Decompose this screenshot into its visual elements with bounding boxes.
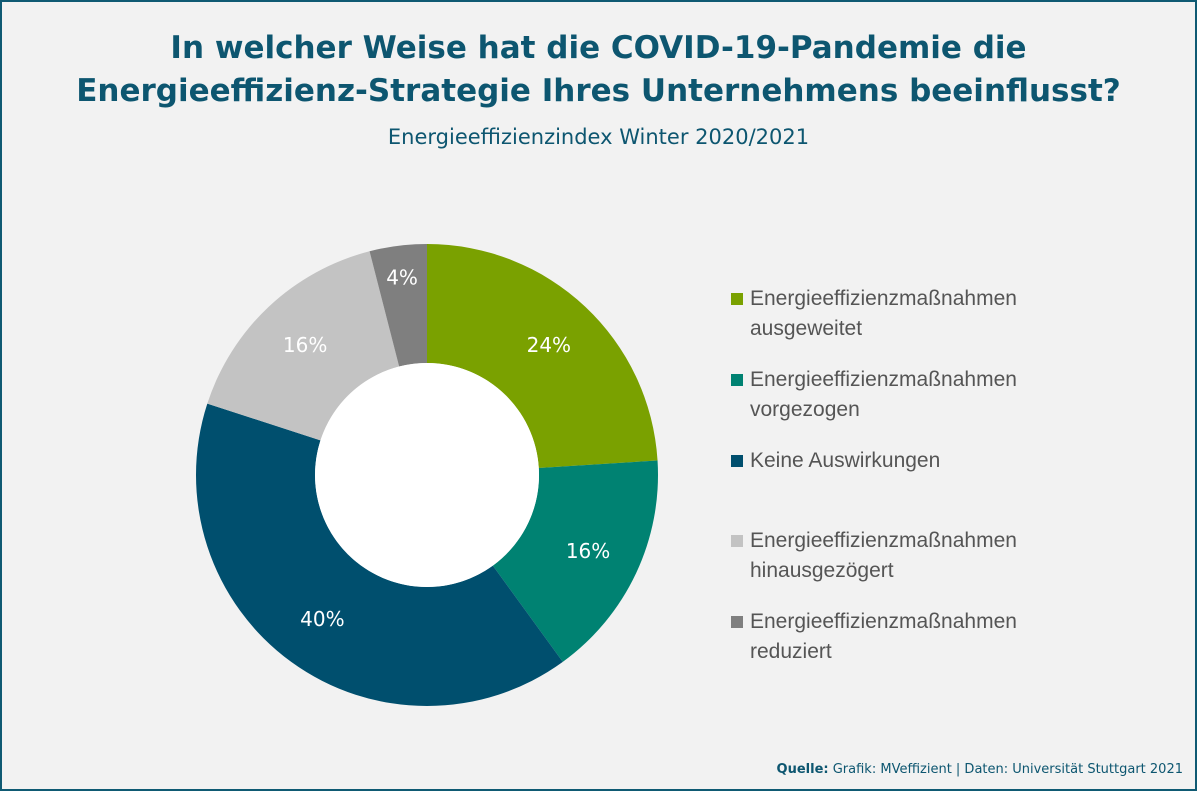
legend-label-line-1: Energieeffizienzmaßnahmen: [750, 529, 1017, 552]
legend-label-line-1: Keine Auswirkungen: [750, 449, 941, 472]
donut-slice: [195, 403, 563, 706]
legend-label-line-2: reduziert: [750, 640, 832, 663]
source-text: Grafik: MVeffizient | Daten: Universität…: [832, 762, 1183, 777]
slice-value-label: 40%: [300, 607, 344, 631]
legend-label-line-1: Energieeffizienzmaßnahmen: [750, 287, 1017, 310]
slice-value-label: 16%: [566, 539, 610, 563]
donut-slice: [207, 251, 400, 441]
chart-title-line-1: In welcher Weise hat die COVID-19-Pandem…: [170, 30, 1027, 66]
source-label: Quelle:: [776, 762, 829, 777]
legend-swatch: [731, 616, 743, 628]
legend-label-line-2: ausgeweitet: [750, 317, 863, 340]
legend-label-line-2: hinausgezögert: [750, 559, 894, 582]
legend-swatch: [731, 535, 743, 547]
legend-swatch: [731, 293, 743, 305]
donut-hole: [315, 363, 539, 587]
donut-slice: [369, 244, 427, 367]
slice-value-label: 24%: [527, 333, 571, 357]
legend-label-line-1: Energieeffizienzmaßnahmen: [750, 368, 1017, 391]
chart-subtitle: Energieeffizienzindex Winter 2020/2021: [387, 125, 810, 149]
source-note: Quelle: Grafik: MVeffizient | Daten: Uni…: [777, 762, 1183, 777]
legend-swatch: [731, 374, 743, 386]
donut-slice: [492, 460, 658, 662]
slice-value-label: 16%: [283, 333, 327, 357]
donut-slice: [427, 244, 658, 468]
chart-title-line-2: Energieeffizienz-Strategie Ihres Unterne…: [76, 73, 1121, 109]
slice-value-label: 4%: [386, 266, 418, 290]
legend-label-line-2: vorgezogen: [750, 398, 860, 421]
legend-label-line-1: Energieeffizienzmaßnahmen: [750, 610, 1017, 633]
legend-swatch: [731, 455, 743, 467]
